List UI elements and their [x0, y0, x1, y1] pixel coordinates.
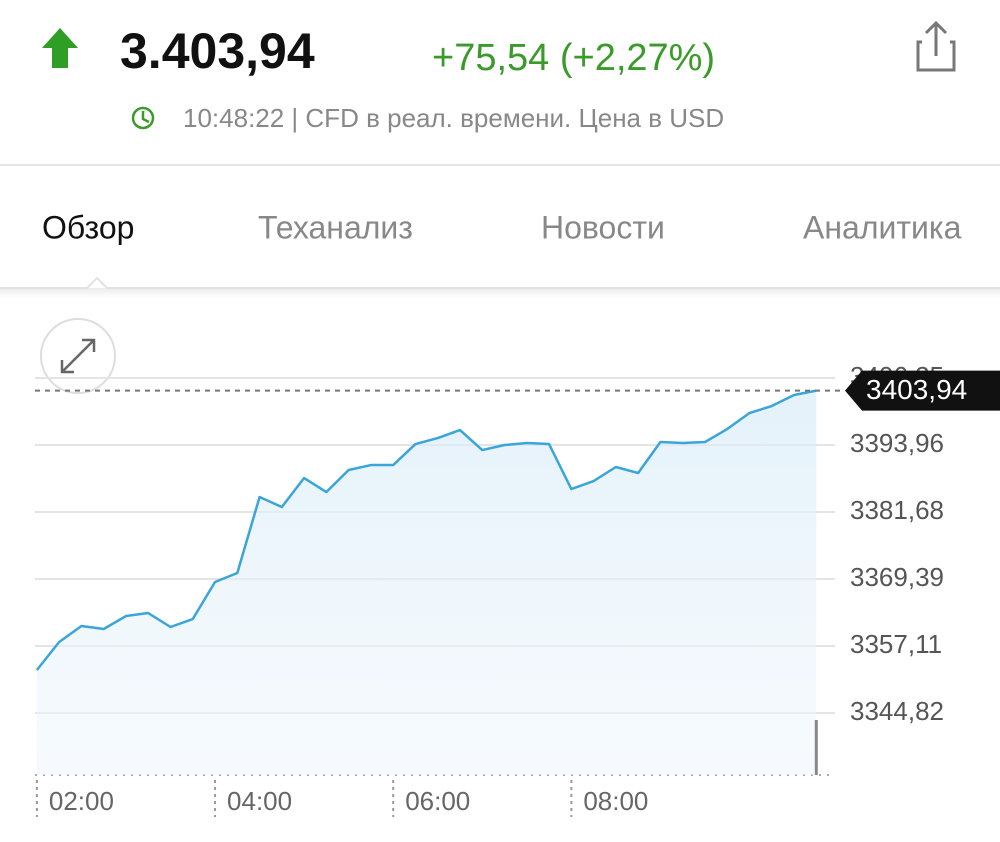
price-line [35, 389, 817, 671]
tab[interactable]: Новости [541, 209, 665, 245]
area [36, 390, 817, 775]
price: 3.403,94 [120, 23, 315, 79]
price-change: +75,54 (+2,27%) [432, 37, 715, 79]
expand-button[interactable] [40, 318, 116, 394]
share-button[interactable] [916, 20, 956, 72]
current-price-label: 3403,94 [866, 374, 967, 405]
tab-indicator [0, 276, 1000, 289]
up-arrow [42, 28, 78, 68]
y-tick-label: 3344,82 [850, 696, 944, 726]
x-tick-label: 06:00 [405, 786, 470, 816]
x-tick-label: 04:00 [227, 786, 292, 816]
plot: 3344,823357,113369,393381,683393,963406,… [35, 361, 1000, 817]
tab-active[interactable]: Обзор [42, 209, 134, 245]
y-tick-label: 3393,96 [850, 428, 944, 458]
status-line: 10:48:22 | CFD в реал. времени. Цена в U… [183, 103, 724, 133]
tab[interactable]: Теханализ [258, 209, 413, 245]
clock-icon [131, 106, 155, 130]
y-tick-label: 3357,11 [850, 629, 942, 659]
x-tick-label: 02:00 [49, 786, 114, 816]
current-price-box [845, 370, 1000, 411]
tab-shadow [0, 288, 1000, 298]
tab[interactable]: Аналитика [803, 209, 962, 245]
y-tick-label: 3369,39 [850, 562, 944, 592]
y-tick-label: 3381,68 [850, 495, 944, 525]
x-tick-label: 08:00 [583, 786, 648, 816]
